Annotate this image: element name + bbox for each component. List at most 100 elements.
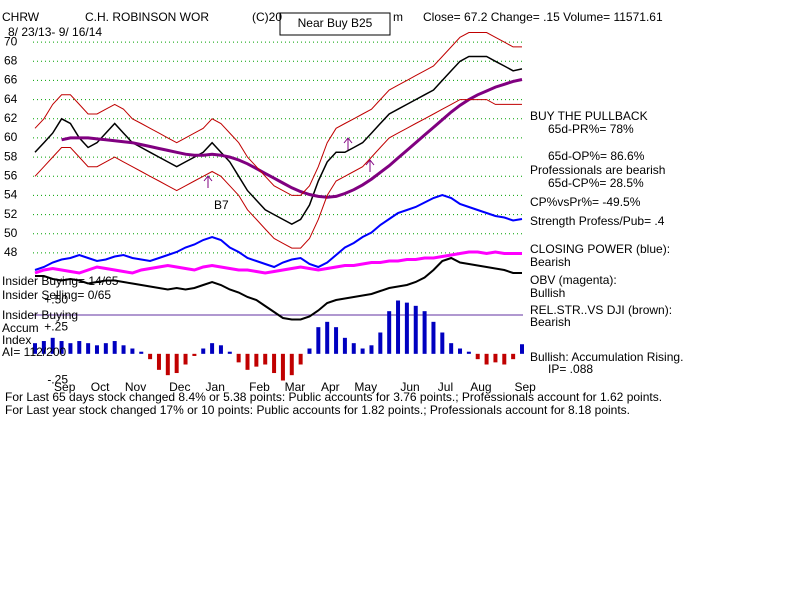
accum-bar — [139, 351, 144, 354]
accum-bar — [112, 341, 117, 354]
annotation: BUY THE PULLBACK — [530, 109, 648, 123]
accum-bar — [475, 353, 480, 360]
x-tick-label: Oct — [91, 380, 110, 394]
x-tick-label: Sep — [54, 380, 76, 394]
series-line — [34, 250, 522, 275]
annotation: CLOSING POWER (blue): — [530, 242, 670, 256]
accum-bar — [413, 305, 418, 354]
insider-label: Accum — [2, 321, 39, 335]
accum-tick-label: -.25 — [47, 373, 68, 387]
x-tick-label: Aug — [470, 380, 491, 394]
accum-bar — [325, 321, 330, 354]
y-tick-label: 54 — [4, 188, 18, 202]
insider-label: Insider Selling= 0/65 — [2, 288, 111, 302]
accum-bar — [404, 302, 409, 354]
accum-bar — [511, 353, 516, 360]
accum-bar — [227, 351, 232, 354]
accum-bar — [59, 341, 64, 354]
accum-bar — [520, 344, 524, 354]
y-tick-label: 60 — [4, 130, 18, 144]
annotation: CP%vsPr%= -49.5% — [530, 195, 641, 209]
x-tick-label: Jan — [206, 380, 225, 394]
series-line — [34, 99, 522, 249]
insider-label: Insider Buying= 14/65 — [2, 274, 119, 288]
accum-bar — [342, 337, 347, 354]
y-tick-label: 58 — [4, 149, 18, 163]
accum-bar — [201, 348, 206, 354]
note: For Last year stock changed 17% or 10 po… — [5, 403, 630, 417]
series-line — [34, 55, 523, 226]
fragment: m — [393, 10, 403, 24]
accum-bar — [165, 353, 170, 376]
annotation: OBV (magenta): — [530, 273, 617, 287]
y-tick-label: 50 — [4, 226, 18, 240]
annotation: Bullish — [530, 286, 565, 300]
accum-bar — [192, 353, 197, 356]
annotation: Bullish: Accumulation Rising. — [530, 350, 683, 364]
accum-bar — [449, 343, 454, 354]
accum-bar — [272, 353, 277, 374]
insider-label: AI= 112/200 — [2, 345, 66, 359]
accum-bar — [360, 348, 365, 354]
x-tick-label: Jun — [400, 380, 419, 394]
annotation: Bearish — [530, 315, 571, 329]
accum-bar — [431, 321, 436, 354]
arrow — [343, 137, 353, 150]
annotation: 65d-CP%= 28.5% — [548, 176, 644, 190]
accum-bar — [369, 345, 374, 354]
signal-box — [279, 12, 391, 36]
y-tick-label: 64 — [4, 92, 18, 106]
accum-bar — [174, 353, 179, 374]
annotation: IP= .088 — [548, 362, 593, 376]
accum-bar — [77, 341, 82, 354]
date-range: 8/ 23/13- 9/ 16/14 — [8, 25, 102, 39]
annotation: Professionals are bearish — [530, 163, 665, 177]
y-tick-label: 66 — [4, 73, 18, 87]
accum-bar — [280, 353, 285, 381]
accum-bar — [68, 343, 73, 354]
arrow — [365, 159, 375, 172]
accum-bar — [254, 353, 259, 367]
accum-bar — [218, 345, 223, 354]
series-line — [34, 193, 523, 271]
accum-bar — [422, 311, 427, 354]
series-line — [34, 32, 522, 196]
insider-label: Index — [2, 333, 31, 347]
copyright: (C)20 — [252, 10, 282, 24]
accum-bar — [493, 353, 498, 363]
y-tick-label: 62 — [4, 111, 18, 125]
y-tick-label: 56 — [4, 168, 18, 182]
x-tick-label: Jul — [438, 380, 453, 394]
accum-bar — [378, 332, 383, 354]
accum-bar — [245, 353, 250, 370]
y-tick-label: 48 — [4, 245, 18, 259]
insider-label: Insider Buying — [2, 308, 78, 322]
x-tick-label: Sep — [514, 380, 536, 394]
accum-bar — [484, 353, 489, 365]
signal: Near Buy B25 — [298, 16, 373, 30]
accum-bar — [103, 343, 108, 354]
accum-bar — [316, 327, 321, 354]
accum-bar — [86, 343, 91, 354]
accum-bar — [440, 332, 445, 354]
accum-tick-label: +.50 — [44, 293, 68, 307]
accum-bar — [298, 353, 303, 365]
series-line — [35, 256, 522, 321]
accum-bar — [210, 343, 215, 354]
y-tick-label: 68 — [4, 53, 18, 67]
quote: Close= 67.2 Change= .15 Volume= 11571.61 — [423, 10, 663, 24]
accum-bar — [307, 348, 312, 354]
accum-bar — [396, 300, 401, 354]
series-line — [61, 78, 523, 199]
x-tick-label: Mar — [285, 380, 306, 394]
signal-marker: B7 — [214, 198, 229, 212]
ticker: CHRW — [2, 10, 40, 24]
x-tick-label: Dec — [169, 380, 190, 394]
accum-bar — [502, 353, 507, 365]
accum-bar — [236, 353, 241, 363]
note: For Last 65 days stock changed 8.4% or 5… — [5, 390, 662, 404]
accum-bar — [50, 337, 55, 354]
accum-bar — [289, 353, 294, 376]
accum-tick-label: +.25 — [44, 319, 68, 333]
